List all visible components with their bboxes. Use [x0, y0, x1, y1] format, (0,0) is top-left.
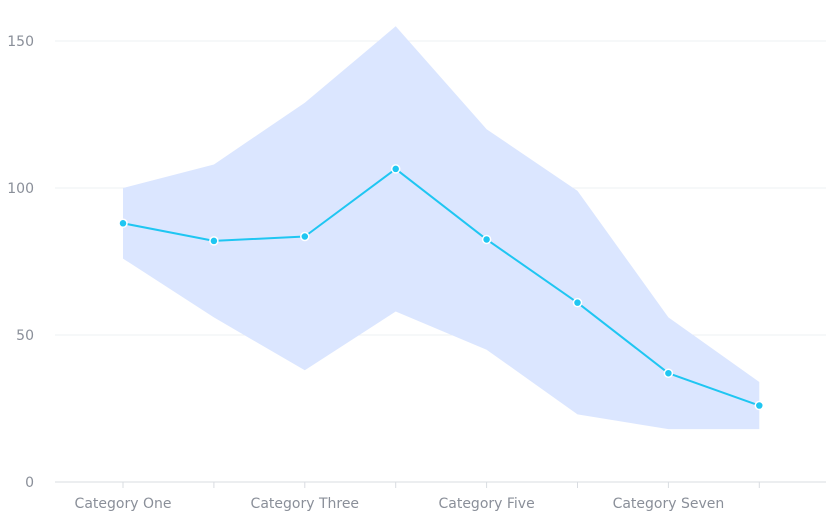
y-tick-label: 0	[25, 475, 34, 491]
data-point	[481, 234, 492, 245]
x-tick-label: Category Five	[438, 496, 534, 512]
data-point	[209, 236, 219, 246]
x-tick-label: Category One	[75, 496, 172, 512]
y-tick-label: 150	[7, 34, 34, 50]
series-line	[122, 167, 760, 407]
series-points-layer	[118, 164, 765, 411]
data-point	[118, 218, 128, 229]
confidence-band	[123, 26, 760, 430]
series-line-layer	[122, 167, 760, 407]
axis-layer: 0 50 100 150 Category One Category Three Categ…	[7, 34, 826, 512]
y-tick-label: 100	[7, 181, 34, 197]
confidence-band-layer	[123, 26, 760, 430]
x-tick-label: Category Seven	[613, 496, 725, 512]
data-point	[390, 164, 401, 174]
data-point	[754, 400, 765, 411]
data-point	[663, 368, 674, 378]
data-point	[572, 297, 583, 308]
data-point	[300, 231, 310, 242]
x-tick-label: Category Three	[251, 496, 360, 512]
y-tick-label: 50	[16, 328, 34, 344]
